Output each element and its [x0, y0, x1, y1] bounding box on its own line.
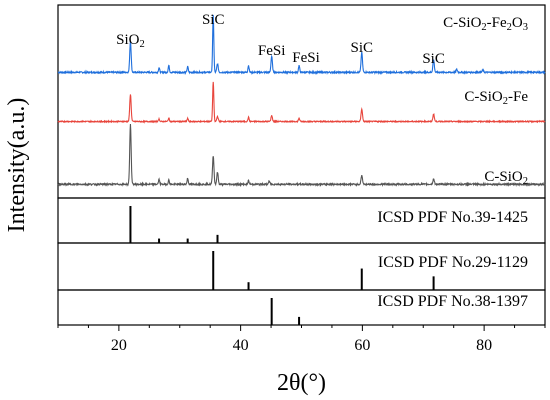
reference-label-3: ICSD PDF No.38-1397 — [377, 293, 528, 310]
peak-label-3: FeSi — [258, 43, 286, 59]
reference-sticks — [129, 206, 435, 325]
trace-label-1: C-SiO2-Fe2O3 — [443, 15, 528, 33]
x-axis-title: 2θ(°) — [277, 370, 326, 396]
x-tick-label-20: 20 — [111, 337, 127, 354]
annotations: C-SiO2-Fe2O3 C-SiO2-Fe C-SiO2 SiO2 SiC FeSi Fe… — [116, 12, 528, 310]
x-tick-label-60: 60 — [354, 337, 370, 354]
trace-label-3: C-SiO2 — [484, 169, 528, 187]
peak-label-4: FeSi — [292, 50, 320, 66]
peak-label-2: SiC — [202, 12, 225, 28]
xrd-traces — [57, 14, 546, 188]
peak-label-5: SiC — [351, 40, 374, 56]
x-tick-label-80: 80 — [476, 337, 492, 354]
peak-label-1: SiO2 — [116, 32, 145, 50]
trace-3 — [57, 124, 546, 188]
reference-label-2: ICSD PDF No.29-1129 — [378, 254, 528, 271]
peak-label-6: SiC — [422, 51, 445, 67]
x-axis: 20 40 60 80 — [57, 325, 546, 354]
reference-label-1: ICSD PDF No.39-1425 — [377, 209, 528, 226]
trace-2 — [57, 81, 546, 124]
trace-label-2: C-SiO2-Fe — [464, 89, 528, 107]
trace-1 — [57, 14, 546, 76]
y-axis-title: Intensity(a.u.) — [4, 98, 30, 233]
x-tick-label-40: 40 — [233, 337, 249, 354]
